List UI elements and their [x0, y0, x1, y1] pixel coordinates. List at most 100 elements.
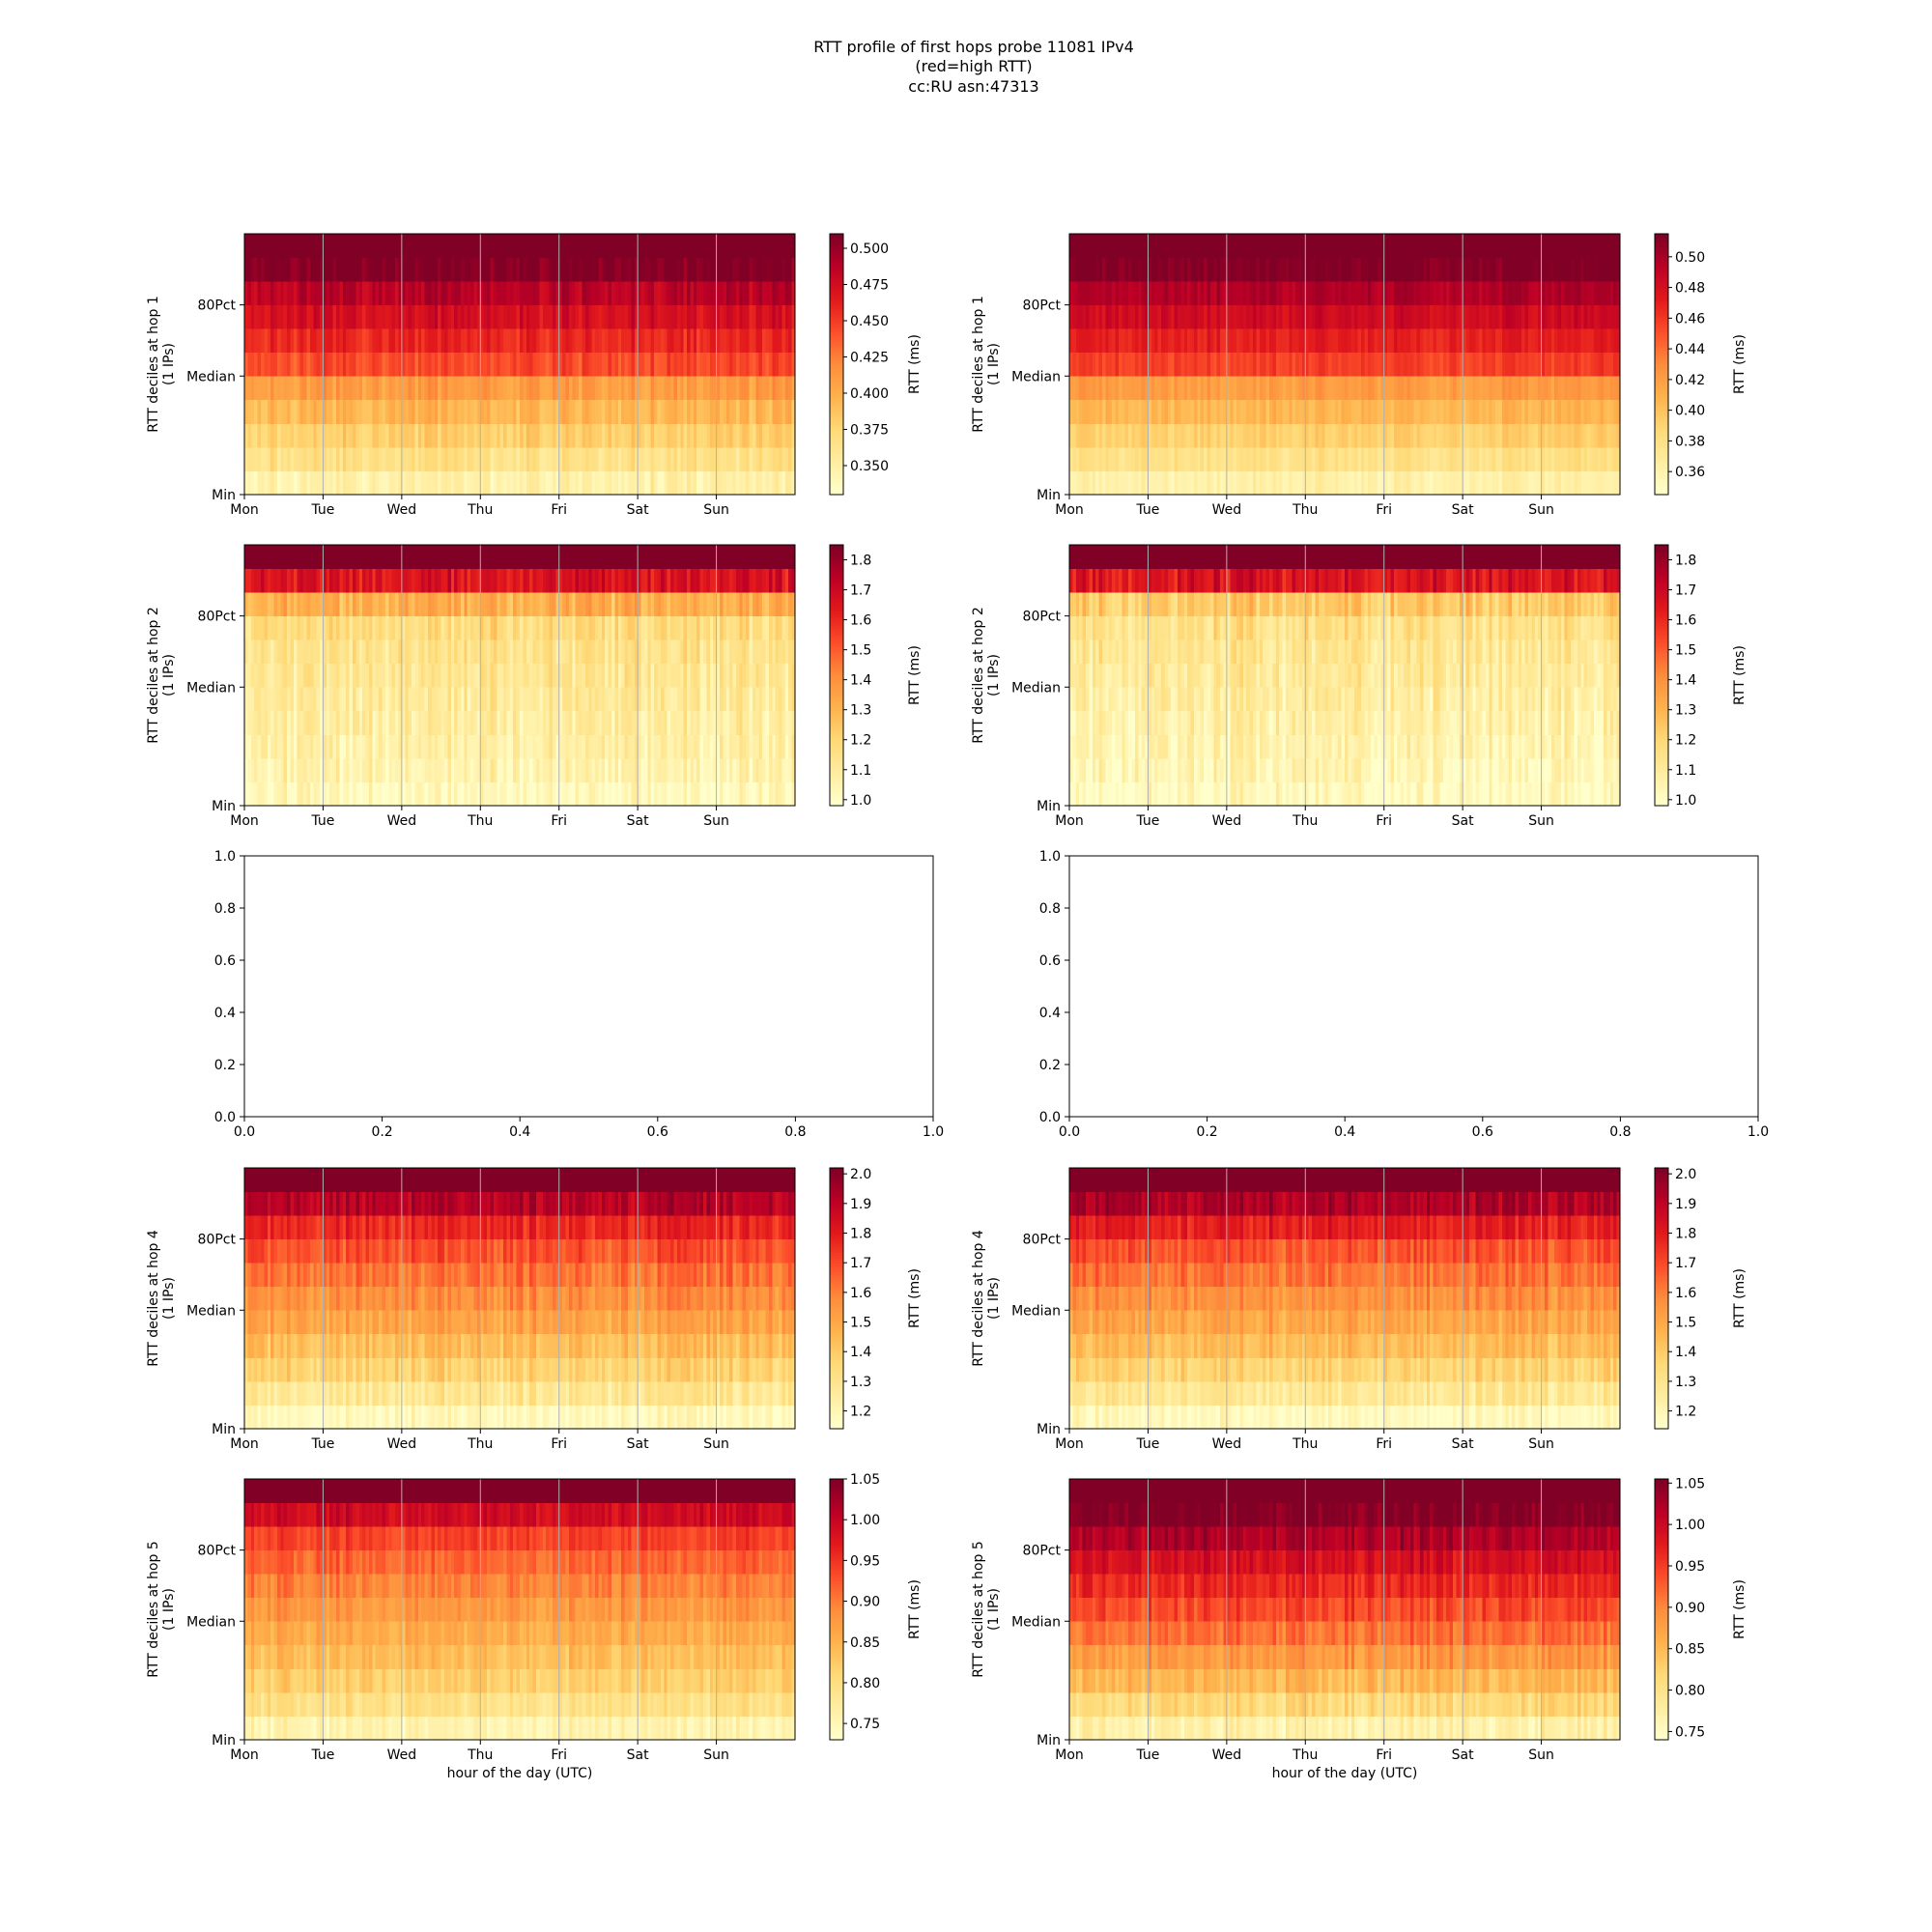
- heatmap-cell: [473, 615, 478, 640]
- heatmap-cell: [440, 352, 445, 377]
- heatmap-cell: [765, 304, 770, 329]
- heatmap-cell: [1590, 234, 1595, 258]
- heatmap-cell: [388, 376, 393, 401]
- heatmap-cell: [1187, 257, 1191, 282]
- heatmap-cell: [1289, 352, 1293, 377]
- heatmap-cell: [1209, 352, 1214, 377]
- heatmap-cell: [450, 352, 455, 377]
- heatmap-cell: [647, 423, 652, 448]
- heatmap-cell: [283, 734, 288, 759]
- heatmap-cell: [276, 446, 281, 471]
- colorbar-segment: [830, 402, 843, 406]
- heatmap-cell: [1233, 281, 1237, 306]
- heatmap-cell: [1295, 352, 1299, 377]
- heatmap-cell: [1377, 470, 1381, 496]
- heatmap-cell: [1564, 446, 1569, 471]
- heatmap-cell: [1072, 281, 1077, 306]
- heatmap-cell: [336, 446, 340, 471]
- heatmap-cell: [709, 281, 714, 306]
- heatmap-cell: [781, 423, 786, 448]
- heatmap-cell: [535, 423, 540, 448]
- heatmap-cell: [617, 399, 622, 424]
- heatmap-cell: [535, 757, 540, 782]
- heatmap-cell: [412, 234, 415, 258]
- heatmap-cell: [306, 281, 311, 306]
- heatmap-cell: [539, 615, 544, 640]
- heatmap-cell: [257, 470, 262, 496]
- colorbar-segment: [830, 387, 843, 391]
- heatmap-cell: [1112, 423, 1116, 448]
- heatmap-cell: [290, 781, 295, 807]
- heatmap-cell: [749, 470, 753, 496]
- heatmap-cell: [1577, 470, 1581, 496]
- heatmap-cell: [634, 352, 639, 377]
- heatmap-cell: [1242, 234, 1247, 258]
- heatmap-cell: [568, 399, 573, 424]
- heatmap-cell: [250, 423, 255, 448]
- heatmap-cell: [280, 545, 285, 569]
- heatmap-cell: [732, 304, 737, 329]
- heatmap-cell: [313, 423, 318, 448]
- heatmap-cell: [316, 568, 321, 593]
- heatmap-cell: [401, 470, 406, 496]
- heatmap-cell: [1108, 257, 1113, 282]
- heatmap-cell: [1456, 446, 1461, 471]
- heatmap-cell: [1574, 328, 1578, 354]
- heatmap-cell: [781, 352, 786, 377]
- heatmap-cell: [1383, 352, 1388, 377]
- heatmap-cell: [1216, 423, 1221, 448]
- heatmap-cell: [421, 687, 425, 712]
- heatmap-cell: [280, 423, 285, 448]
- heatmap-cell: [526, 234, 530, 258]
- heatmap-cell: [693, 470, 697, 496]
- heatmap-cell: [539, 304, 544, 329]
- heatmap-cell: [647, 446, 652, 471]
- heatmap-cell: [303, 328, 307, 354]
- heatmap-cell: [1377, 234, 1381, 258]
- heatmap-cell: [617, 423, 622, 448]
- colorbar-segment: [830, 477, 843, 481]
- heatmap-cell: [454, 234, 458, 258]
- heatmap-cell: [388, 568, 393, 593]
- heatmap-cell: [1301, 376, 1306, 401]
- heatmap-cell: [1521, 399, 1525, 424]
- heatmap-cell: [1574, 281, 1578, 306]
- heatmap-cell: [509, 734, 514, 759]
- heatmap-cell: [355, 734, 360, 759]
- heatmap-cell: [1567, 446, 1572, 471]
- heatmap-cell: [1548, 234, 1552, 258]
- heatmap-cell: [1416, 423, 1421, 448]
- heatmap-cell: [280, 257, 285, 282]
- heatmap-cell: [1597, 376, 1602, 401]
- heatmap-cell: [1580, 257, 1585, 282]
- heatmap-cell: [358, 592, 363, 617]
- heatmap-cell: [723, 470, 727, 496]
- heatmap-cell: [346, 592, 350, 617]
- heatmap-cell: [640, 257, 645, 282]
- heatmap-cell: [1512, 328, 1516, 354]
- heatmap-cell: [1157, 257, 1162, 282]
- heatmap-cell: [1380, 470, 1385, 496]
- heatmap-cell: [716, 257, 721, 282]
- heatmap-cell: [503, 545, 507, 569]
- heatmap-cell: [719, 234, 724, 258]
- heatmap-cell: [476, 399, 481, 424]
- heatmap-cell: [473, 663, 478, 688]
- heatmap-cell: [260, 399, 265, 424]
- heatmap-cell: [375, 687, 380, 712]
- heatmap-cell: [1459, 304, 1463, 329]
- heatmap-cell: [450, 399, 455, 424]
- heatmap-cell: [595, 352, 599, 377]
- heatmap-cell: [1426, 328, 1431, 354]
- colorbar-segment: [1655, 425, 1668, 429]
- heatmap-cell: [1485, 376, 1490, 401]
- heatmap-cell: [257, 687, 262, 712]
- heatmap-cell: [267, 639, 271, 665]
- heatmap-cell: [323, 257, 327, 282]
- heatmap-cell: [503, 710, 507, 735]
- heatmap-cell: [424, 663, 429, 688]
- heatmap-cell: [490, 423, 495, 448]
- heatmap-cell: [1393, 304, 1398, 329]
- heatmap-cell: [539, 545, 544, 569]
- heatmap-cell: [1122, 446, 1126, 471]
